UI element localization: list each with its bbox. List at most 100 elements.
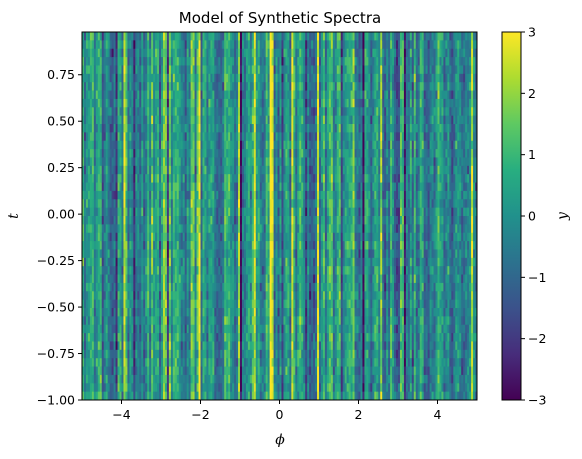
heatmap-cell [161, 333, 164, 342]
heatmap-cell [218, 324, 221, 334]
heatmap-cell [208, 190, 211, 200]
heatmap-cell [200, 324, 203, 334]
heatmap-cell [194, 316, 197, 326]
heatmap-cell [253, 40, 257, 50]
heatmap-cell [95, 107, 99, 117]
heatmap-cell [168, 90, 172, 100]
heatmap-cell [170, 224, 174, 234]
heatmap-cell [243, 73, 247, 83]
heatmap-cell [95, 308, 99, 317]
heatmap-cell [214, 383, 217, 393]
heatmap-cell [204, 115, 207, 125]
heatmap-cell [200, 73, 203, 83]
heatmap-cell [103, 199, 107, 209]
heatmap-cell [149, 316, 152, 326]
heatmap-cell [241, 249, 245, 259]
heatmap-cell [198, 341, 201, 351]
heatmap-cell [87, 199, 91, 209]
heatmap-cell [137, 174, 140, 183]
heatmap-cell [188, 341, 192, 351]
heatmap-cell [87, 266, 91, 275]
heatmap-cell [295, 316, 298, 326]
heatmap-cell [206, 282, 209, 292]
heatmap-cell [174, 65, 178, 75]
heatmap-cell [285, 282, 288, 292]
heatmap-cell [297, 190, 300, 200]
heatmap-cell [241, 174, 245, 183]
heatmap-cell [157, 132, 160, 142]
heatmap-cell [226, 124, 229, 133]
heatmap-cell [259, 190, 263, 200]
heatmap-cell [105, 249, 109, 259]
heatmap-cell [190, 291, 194, 301]
heatmap-cell [226, 324, 229, 334]
heatmap-cell [190, 216, 194, 225]
heatmap-cell [287, 124, 290, 133]
heatmap-cell [224, 349, 227, 359]
heatmap-cell [255, 324, 259, 334]
heatmap-cell [218, 140, 221, 150]
heatmap-cell [228, 257, 231, 267]
heatmap-cell [176, 32, 180, 41]
heatmap-cell [214, 32, 217, 41]
heatmap-cell [303, 174, 306, 183]
heatmap-cell [204, 358, 207, 367]
heatmap-cell [210, 241, 213, 250]
heatmap-cell [293, 90, 296, 100]
heatmap-cell [234, 349, 237, 359]
heatmap-cell [137, 316, 140, 326]
heatmap-cell [105, 224, 109, 234]
heatmap-cell [85, 282, 89, 292]
heatmap-cell [214, 73, 217, 83]
heatmap-cell [87, 232, 91, 242]
heatmap-cell [115, 199, 118, 209]
heatmap-cell [85, 132, 89, 142]
heatmap-cell [170, 82, 174, 91]
heatmap-cell [139, 124, 142, 133]
heatmap-cell [295, 65, 298, 75]
heatmap-cell [85, 341, 89, 351]
heatmap-cell [222, 107, 225, 117]
heatmap-cell [243, 383, 247, 393]
heatmap-cell [281, 216, 284, 225]
heatmap-cell [202, 333, 205, 342]
heatmap-cell [243, 32, 247, 41]
heatmap-cell [247, 299, 251, 309]
heatmap-cell [198, 82, 201, 91]
heatmap-cell [121, 316, 124, 326]
heatmap-cell [240, 249, 243, 259]
heatmap-cell [133, 257, 136, 267]
heatmap-cell [297, 98, 300, 108]
heatmap-cell [303, 57, 306, 66]
heatmap-cell [279, 366, 282, 376]
heatmap-cell [178, 32, 182, 41]
heatmap-cell [273, 165, 276, 175]
heatmap-cell [232, 140, 235, 150]
heatmap-cell [107, 316, 111, 326]
heatmap-cell [172, 190, 176, 200]
heatmap-cell [236, 107, 239, 117]
heatmap-cell [200, 149, 203, 158]
heatmap-cell [82, 333, 85, 342]
heatmap-cell [208, 299, 211, 309]
heatmap-cell [168, 349, 172, 359]
heatmap-cell [147, 249, 150, 259]
heatmap-cell [180, 73, 184, 83]
heatmap-cell [192, 90, 195, 100]
heatmap-cell [255, 207, 259, 217]
heatmap-cell [133, 349, 136, 359]
heatmap-cell [83, 224, 87, 234]
heatmap-cell [83, 199, 87, 209]
heatmap-cell [83, 391, 87, 400]
heatmap-cell [131, 349, 134, 359]
heatmap-cell [275, 224, 278, 234]
heatmap-cell [151, 249, 154, 259]
heatmap-cell [125, 57, 128, 66]
heatmap-cell [210, 98, 213, 108]
heatmap-cell [105, 190, 109, 200]
heatmap-cell [127, 124, 130, 133]
heatmap-cell [208, 216, 211, 225]
heatmap-cell [283, 333, 286, 342]
heatmap-cell [188, 32, 192, 41]
heatmap-cell [101, 299, 105, 309]
